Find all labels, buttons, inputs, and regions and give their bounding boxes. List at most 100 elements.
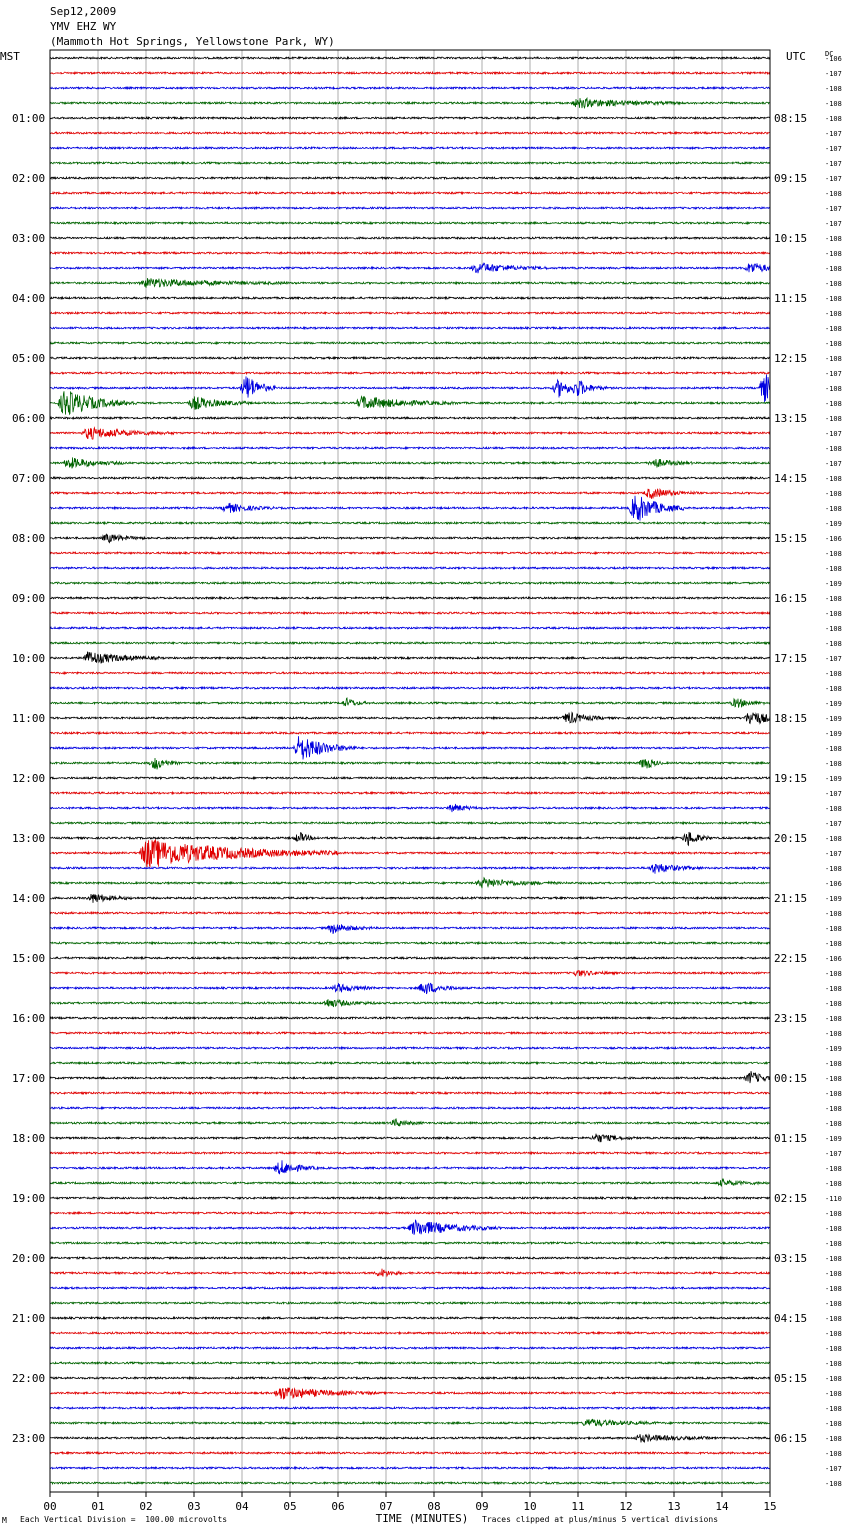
trace-row	[49, 1150, 771, 1156]
trace-row	[49, 876, 771, 889]
trace-row	[49, 115, 771, 121]
right-hour-label: 00:15	[774, 1072, 807, 1085]
trace-row	[49, 325, 771, 331]
trace-row	[49, 565, 771, 571]
trace-row	[49, 85, 771, 91]
dc-offset-label: -107	[825, 145, 842, 153]
right-hour-label: 04:15	[774, 1312, 807, 1325]
x-tick-label: 08	[427, 1500, 440, 1513]
dc-offset-label: -107	[825, 820, 842, 828]
left-hour-label: 21:00	[12, 1312, 45, 1325]
seismic-traces	[49, 55, 771, 1486]
dc-offset-label: -108	[825, 925, 842, 933]
trace-row	[49, 533, 771, 544]
trace-row	[49, 1330, 771, 1336]
right-hour-label: 14:15	[774, 472, 807, 485]
corner-mark: M	[2, 1516, 7, 1525]
left-hour-label: 22:00	[12, 1372, 45, 1385]
dc-offset-label: -108	[825, 1180, 842, 1188]
trace-row	[49, 550, 771, 556]
right-hour-label: 05:15	[774, 1372, 807, 1385]
trace-row	[49, 1375, 771, 1381]
dc-offset-label: -108	[825, 250, 842, 258]
trace-row	[49, 250, 771, 256]
left-hour-label: 17:00	[12, 1072, 45, 1085]
trace-row	[49, 1465, 771, 1471]
trace-row	[49, 1045, 771, 1051]
dc-offset-label: -108	[825, 1375, 842, 1383]
trace-row	[49, 235, 771, 241]
left-hour-label: 12:00	[12, 772, 45, 785]
right-hour-label: 08:15	[774, 112, 807, 125]
dc-offset-label: -108	[825, 760, 842, 768]
dc-offset-label: -108	[825, 415, 842, 423]
dc-offset-label: -108	[825, 1015, 842, 1023]
trace-row	[49, 1060, 771, 1066]
dc-offset-label: -106	[825, 535, 842, 543]
trace-row	[49, 893, 771, 903]
right-hour-label: 11:15	[774, 292, 807, 305]
dc-offset-label: -108	[825, 400, 842, 408]
dc-offset-label: -107	[825, 175, 842, 183]
dc-offset-label: -108	[825, 1105, 842, 1113]
dc-offset-label: -108	[825, 1285, 842, 1293]
trace-row	[49, 1133, 771, 1143]
right-hour-labels: 08:15 09:15 10:15 11:15 12:15 13:15 14:15 15:15…	[774, 112, 807, 1445]
dc-offset-label: -108	[825, 1330, 842, 1338]
right-hour-label: 22:15	[774, 952, 807, 965]
trace-row	[49, 711, 771, 725]
trace-row	[49, 831, 771, 847]
dc-offset-label: -108	[825, 805, 842, 813]
trace-row	[49, 736, 770, 760]
trace-row	[49, 1177, 771, 1187]
trace-row	[49, 1268, 771, 1278]
trace-row	[49, 1315, 771, 1321]
trace-row	[49, 1387, 771, 1400]
left-hour-label: 08:00	[12, 532, 45, 545]
trace-row	[50, 1345, 771, 1351]
dc-offset-label: -108	[825, 475, 842, 483]
trace-row	[49, 803, 771, 813]
left-hour-label: 07:00	[12, 472, 45, 485]
x-tick-label: 14	[715, 1500, 729, 1513]
trace-row	[49, 295, 771, 301]
trace-row	[49, 924, 771, 935]
trace-row	[49, 1210, 771, 1216]
left-hour-label: 01:00	[12, 112, 45, 125]
x-tick-label: 05	[283, 1500, 296, 1513]
plot-frame	[49, 49, 771, 1493]
x-tick-label: 03	[187, 1500, 200, 1513]
left-hour-label: 20:00	[12, 1252, 45, 1265]
dc-offset-label: -108	[825, 910, 842, 918]
left-timezone-label: MST	[0, 50, 20, 63]
trace-row	[49, 70, 771, 76]
left-hour-label: 16:00	[12, 1012, 45, 1025]
dc-offset-label: -108	[825, 940, 842, 948]
trace-row	[49, 391, 771, 416]
trace-row	[49, 1255, 771, 1261]
dc-offset-label: -109	[825, 520, 842, 528]
dc-offset-label: -108	[825, 280, 842, 288]
dc-offset-label: -108	[825, 1075, 842, 1083]
dc-offset-label: -109	[825, 1135, 842, 1143]
right-hour-label: 13:15	[774, 412, 807, 425]
dc-offset-label: -107	[825, 205, 842, 213]
dc-offset-label: -108	[825, 745, 842, 753]
dc-offset-label: -108	[825, 235, 842, 243]
trace-row	[49, 839, 771, 869]
trace-row	[49, 955, 771, 961]
trace-row	[49, 940, 771, 946]
dc-offset-labels: -106 -107 -108 -108 -108 -107 -107 -107 -107 -108…	[825, 55, 842, 1488]
dc-offset-label: -108	[825, 1300, 842, 1308]
dc-offset-label: -108	[825, 1090, 842, 1098]
dc-offset-label: -108	[825, 310, 842, 318]
dc-offset-label: -109	[825, 730, 842, 738]
trace-row	[49, 1219, 771, 1235]
trace-row	[49, 1195, 770, 1201]
trace-row	[49, 651, 771, 664]
right-hour-label: 17:15	[774, 652, 807, 665]
trace-row	[49, 864, 771, 874]
dc-offset-label: -108	[825, 865, 842, 873]
trace-row	[49, 1360, 771, 1366]
left-hour-label: 03:00	[12, 232, 45, 245]
